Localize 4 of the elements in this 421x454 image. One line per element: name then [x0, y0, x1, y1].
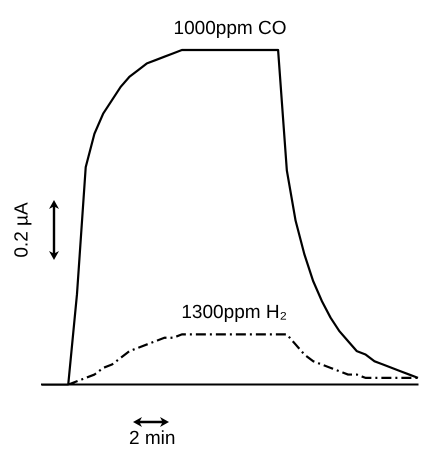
- text: 2 min: [129, 428, 176, 450]
- series-label: 1000ppm CO: [174, 18, 287, 40]
- text: 0.2 µA: [11, 202, 34, 258]
- series-label: 1300ppm H₂: [181, 302, 287, 324]
